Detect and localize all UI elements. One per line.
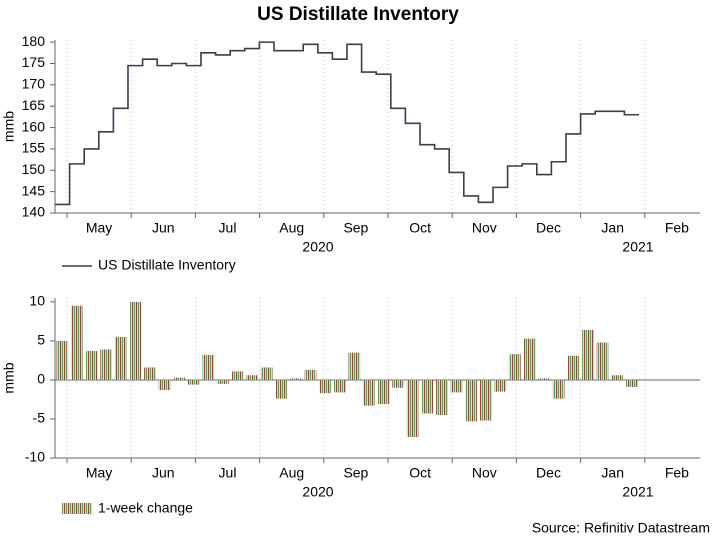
bar bbox=[479, 379, 492, 421]
y-tick-label: 145 bbox=[22, 182, 46, 198]
y-tick-label: 160 bbox=[22, 118, 46, 134]
x-tick-label: Jan bbox=[601, 465, 624, 481]
bar bbox=[392, 379, 404, 388]
year-label: 2021 bbox=[622, 239, 653, 255]
x-tick-label: Feb bbox=[665, 220, 689, 236]
year-label: 2020 bbox=[302, 484, 333, 500]
bar bbox=[275, 379, 288, 399]
x-tick-label: May bbox=[86, 220, 112, 236]
legend-swatch bbox=[62, 503, 92, 514]
bar bbox=[596, 342, 609, 380]
bar bbox=[494, 379, 507, 392]
bar bbox=[246, 375, 258, 380]
bar bbox=[158, 379, 171, 391]
bar bbox=[144, 367, 156, 380]
y-axis-label: mmb bbox=[1, 362, 17, 393]
x-tick-label: Aug bbox=[279, 465, 304, 481]
y-tick-label: 165 bbox=[22, 97, 46, 113]
legend-label: 1-week change bbox=[98, 500, 193, 516]
y-tick-label: 0 bbox=[37, 371, 45, 387]
chart-title: US Distillate Inventory bbox=[257, 4, 459, 25]
y-tick-label: -10 bbox=[25, 449, 45, 465]
bar bbox=[538, 378, 550, 380]
x-tick-label: Nov bbox=[472, 220, 497, 236]
bar bbox=[231, 371, 244, 380]
source: Source: Refinitiv Datastream bbox=[532, 520, 710, 536]
bar bbox=[202, 354, 215, 380]
bar bbox=[625, 379, 638, 387]
bar bbox=[319, 379, 331, 394]
bar bbox=[85, 351, 98, 380]
bar bbox=[56, 340, 69, 380]
bar bbox=[348, 352, 361, 380]
x-tick-label: Jan bbox=[601, 220, 624, 236]
bar bbox=[71, 305, 83, 380]
x-tick-label: May bbox=[86, 465, 112, 481]
bar bbox=[100, 349, 112, 380]
bar bbox=[611, 375, 623, 380]
x-tick-label: Aug bbox=[279, 220, 304, 236]
bar bbox=[436, 379, 448, 416]
x-tick-label: Jun bbox=[152, 465, 175, 481]
y-tick-label: 5 bbox=[37, 332, 45, 348]
year-label: 2020 bbox=[302, 239, 333, 255]
bar bbox=[421, 379, 434, 414]
x-tick-label: Jun bbox=[152, 220, 175, 236]
x-tick-label: Sep bbox=[343, 220, 368, 236]
x-tick-label: Dec bbox=[536, 220, 561, 236]
bar bbox=[173, 377, 185, 380]
x-tick-label: Oct bbox=[409, 465, 431, 481]
y-tick-label: 175 bbox=[22, 54, 46, 70]
bar bbox=[363, 379, 375, 406]
bar bbox=[260, 367, 273, 380]
line bbox=[55, 41, 639, 206]
bar bbox=[290, 378, 302, 380]
year-label: 2021 bbox=[622, 484, 653, 500]
x-tick-label: Jul bbox=[219, 220, 237, 236]
bar bbox=[114, 337, 127, 380]
x-tick-label: Jul bbox=[219, 465, 237, 481]
x-tick-label: Oct bbox=[409, 220, 431, 236]
y-tick-label: 155 bbox=[22, 140, 46, 156]
bar bbox=[217, 379, 229, 384]
y-tick-label: 10 bbox=[29, 293, 45, 309]
legend-label: US Distillate Inventory bbox=[98, 257, 236, 273]
y-tick-label: -5 bbox=[33, 410, 46, 426]
bar bbox=[552, 379, 565, 399]
x-tick-label: Feb bbox=[665, 465, 689, 481]
y-tick-label: 180 bbox=[22, 33, 46, 49]
bar bbox=[567, 355, 580, 380]
bar bbox=[450, 379, 463, 393]
y-tick-label: 150 bbox=[22, 161, 46, 177]
bar bbox=[406, 379, 419, 437]
bar bbox=[509, 354, 521, 380]
bar bbox=[377, 379, 390, 405]
bar bbox=[187, 379, 200, 385]
y-tick-label: 140 bbox=[22, 204, 46, 220]
bar bbox=[304, 369, 317, 380]
bar bbox=[523, 338, 536, 380]
y-tick-label: 170 bbox=[22, 76, 46, 92]
x-tick-label: Nov bbox=[472, 465, 497, 481]
x-tick-label: Dec bbox=[536, 465, 561, 481]
x-tick-label: Sep bbox=[343, 465, 368, 481]
bar bbox=[129, 301, 142, 380]
bar bbox=[582, 330, 594, 380]
bar bbox=[333, 379, 346, 393]
y-axis-label: mmb bbox=[1, 111, 17, 142]
bar bbox=[465, 379, 477, 422]
